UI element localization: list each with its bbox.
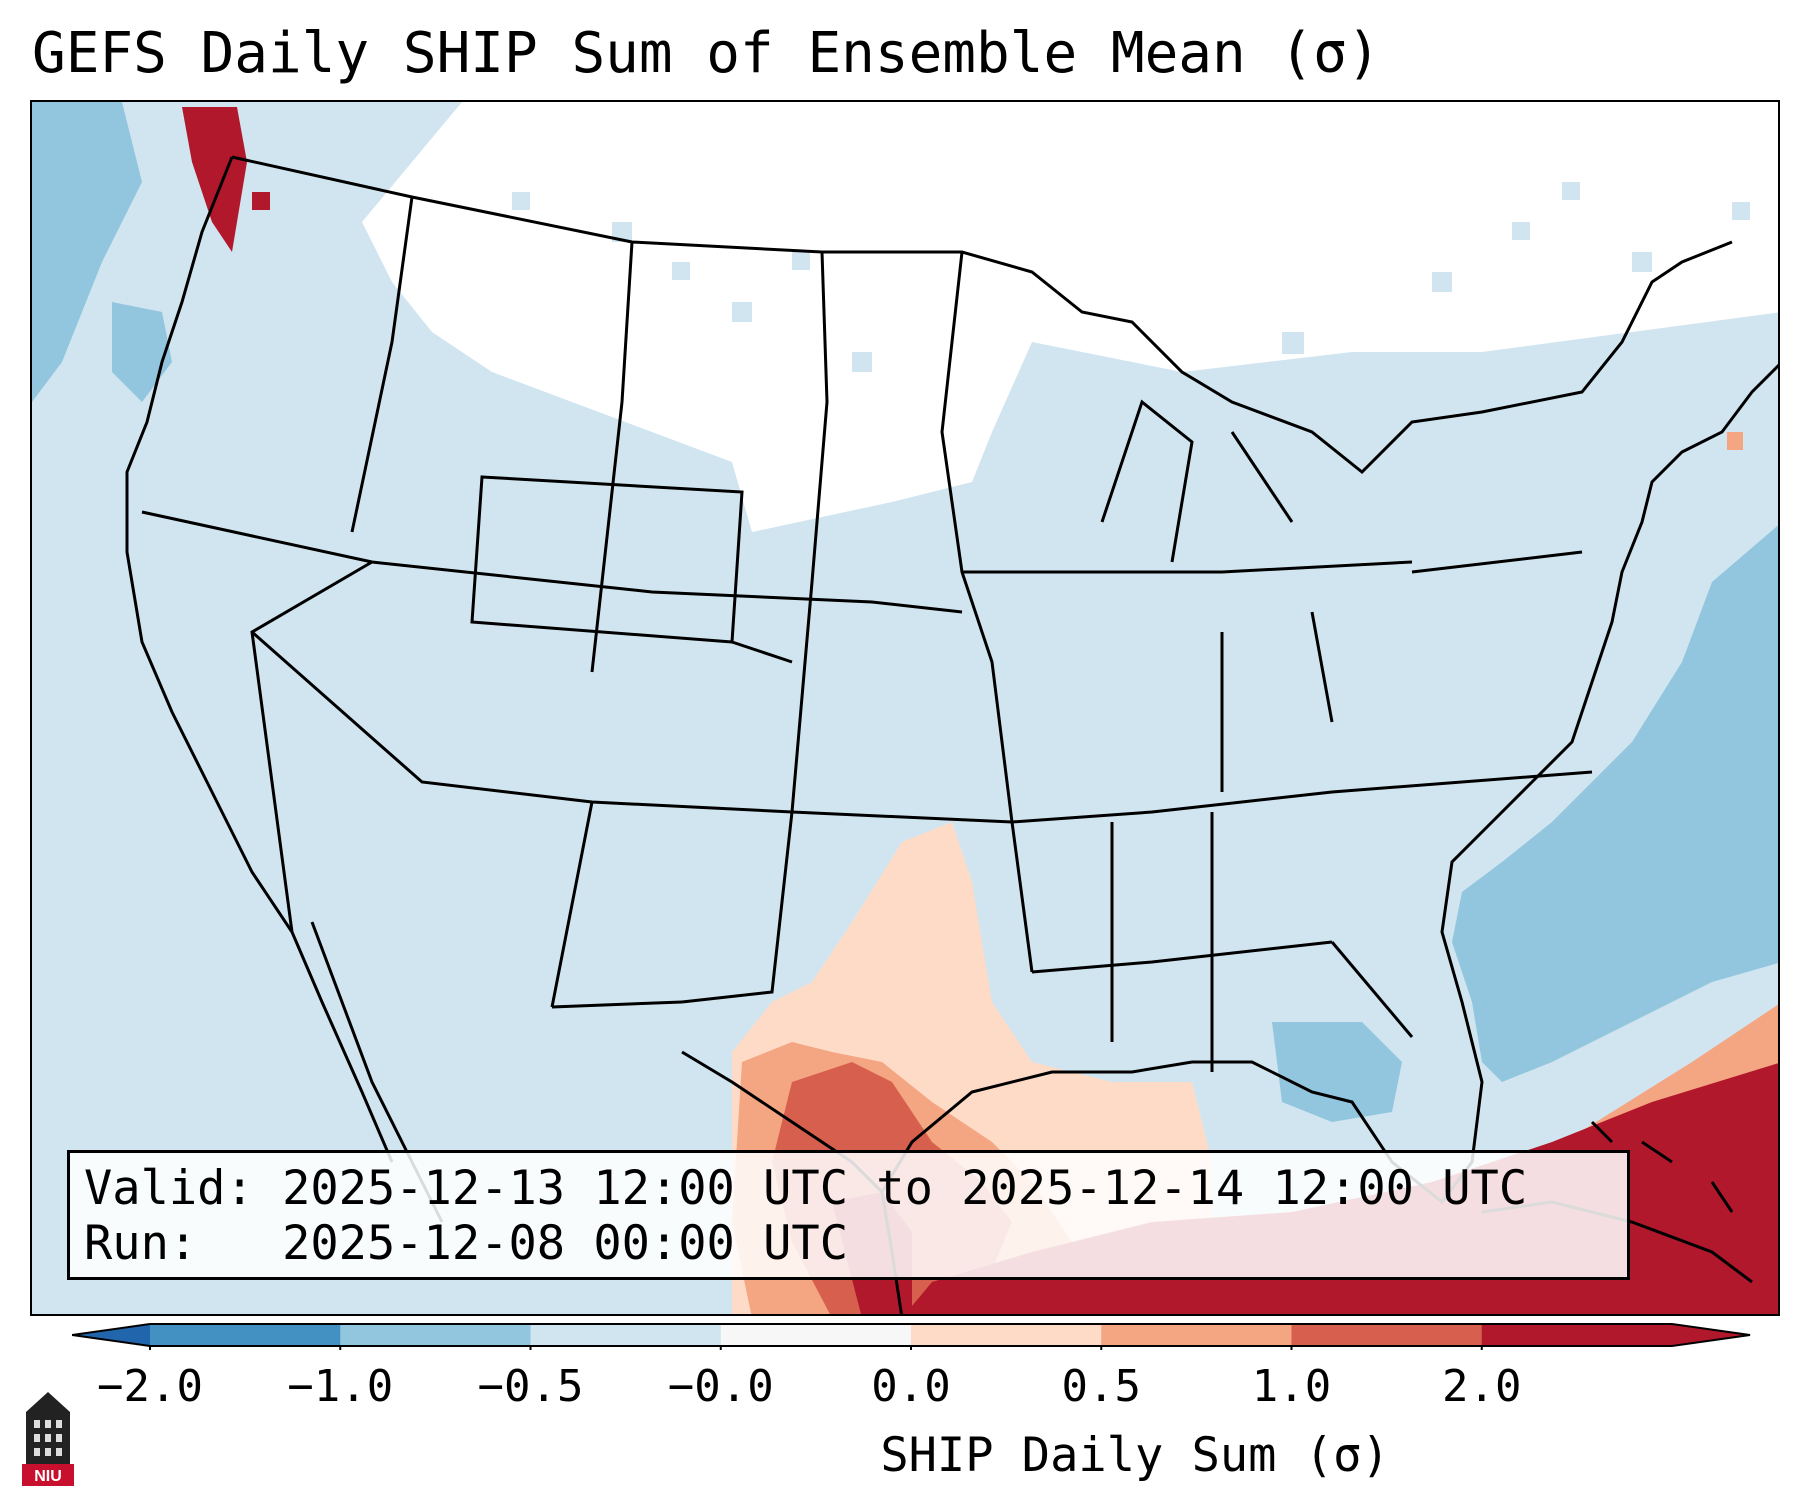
boundary-lines: [125, 155, 1778, 1314]
run-label: Run:: [84, 1216, 198, 1271]
colorbar-tick-label: −1.0: [287, 1361, 394, 1412]
colorbar-segment: [340, 1324, 531, 1346]
colorbar-tick-label: 2.0: [1442, 1361, 1522, 1412]
niu-logo: NIU: [22, 1392, 74, 1486]
maine-positive-cell: [1727, 432, 1743, 450]
logo-text: NIU: [34, 1468, 62, 1485]
colorbar-segment: [530, 1324, 722, 1346]
speckle-blue: [512, 182, 1750, 372]
colorbar-ticks: [149, 1346, 1483, 1350]
colorbar-tick-label: −0.5: [477, 1361, 584, 1412]
run-value: 2025-12-08 00:00 UTC: [282, 1216, 849, 1271]
colorbar-tick-label: −2.0: [97, 1361, 203, 1412]
colorbar-segments: [150, 1324, 1673, 1346]
colorbar-segment: [1101, 1324, 1292, 1346]
pacific-nw-positive: [182, 107, 247, 252]
colorbar-outline: [72, 1323, 1751, 1347]
colorbar-segment: [1481, 1324, 1673, 1346]
colorbar-label: SHIP Daily Sum (σ): [880, 1428, 1390, 1483]
pacific-nw-cell: [252, 192, 270, 210]
colorbar-segment: [150, 1324, 341, 1346]
gulf-negative-patch: [1272, 1022, 1402, 1122]
logo-band: [22, 1464, 74, 1486]
colorbar-tick-label: 0.0: [871, 1361, 951, 1412]
map-panel: [30, 100, 1780, 1316]
map-svg: [32, 102, 1778, 1314]
colorbar: [72, 1323, 1751, 1350]
logo-windows: [34, 1420, 62, 1456]
valid-row: Valid: 2025-12-13 12:00 UTC to 2025-12-1…: [84, 1161, 1613, 1216]
colorbar-tick-label: 1.0: [1251, 1361, 1332, 1412]
pacific-negative-band: [32, 102, 142, 402]
colorbar-extend-high: [1672, 1324, 1750, 1346]
chart-title: GEFS Daily SHIP Sum of Ensemble Mean (σ): [32, 21, 1381, 86]
colorbar-tick-label: −0.0: [667, 1361, 774, 1412]
colorbar-segment: [911, 1324, 1102, 1346]
run-row: Run: 2025-12-08 00:00 UTC: [84, 1216, 1613, 1271]
atlantic-negative-region: [1452, 525, 1778, 1082]
valid-run-info-box: Valid: 2025-12-13 12:00 UTC to 2025-12-1…: [67, 1150, 1630, 1280]
colorbar-tick-label: 0.5: [1061, 1361, 1141, 1412]
colorbar-segment: [720, 1324, 912, 1346]
valid-label: Valid:: [84, 1161, 254, 1216]
colorbar-extend-low: [72, 1324, 150, 1346]
colorbar-segment: [1291, 1324, 1483, 1346]
valid-value: 2025-12-13 12:00 UTC to 2025-12-14 12:00…: [282, 1161, 1528, 1216]
canada-neutral-region: [362, 102, 1778, 532]
